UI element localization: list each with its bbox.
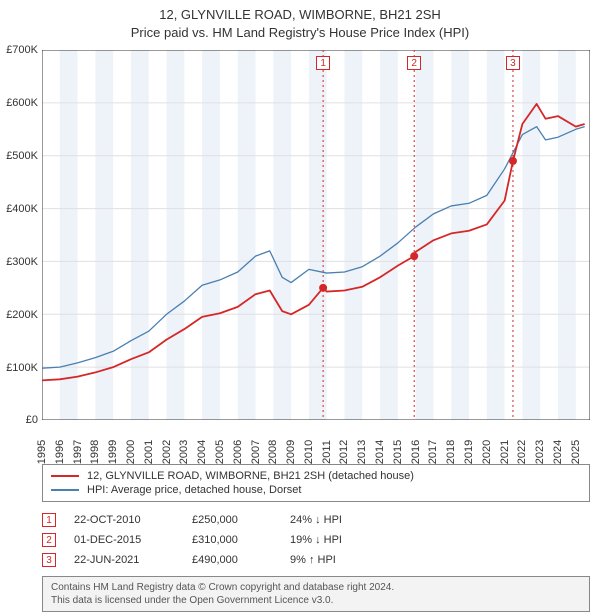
x-tick-label: 2008 bbox=[267, 440, 279, 464]
event-diff: 9% ↑ HPI bbox=[290, 554, 370, 566]
y-tick-label: £700K bbox=[6, 44, 42, 56]
title-line2: Price paid vs. HM Land Registry's House … bbox=[0, 24, 600, 42]
x-tick-label: 2000 bbox=[125, 440, 137, 464]
y-tick-label: £300K bbox=[6, 256, 42, 268]
event-price: £250,000 bbox=[192, 514, 272, 526]
event-marker-1: 1 bbox=[316, 56, 330, 70]
title-line1: 12, GLYNVILLE ROAD, WIMBORNE, BH21 2SH bbox=[0, 6, 600, 24]
x-tick-label: 2010 bbox=[303, 440, 315, 464]
legend: 12, GLYNVILLE ROAD, WIMBORNE, BH21 2SH (… bbox=[42, 464, 590, 502]
event-row: 1 22-OCT-2010 £250,000 24% ↓ HPI bbox=[42, 510, 590, 530]
event-row: 2 01-DEC-2015 £310,000 19% ↓ HPI bbox=[42, 530, 590, 550]
x-tick-label: 1996 bbox=[54, 440, 66, 464]
legend-swatch bbox=[51, 489, 79, 491]
line-chart bbox=[42, 50, 590, 420]
event-marker: 2 bbox=[42, 533, 56, 547]
event-price: £490,000 bbox=[192, 554, 272, 566]
legend-item: 12, GLYNVILLE ROAD, WIMBORNE, BH21 2SH (… bbox=[51, 469, 581, 483]
x-tick-label: 2014 bbox=[374, 440, 386, 464]
x-axis-labels: 1995199619971998199920002001200220032004… bbox=[42, 420, 590, 458]
event-row: 3 22-JUN-2021 £490,000 9% ↑ HPI bbox=[42, 550, 590, 570]
event-date: 22-OCT-2010 bbox=[74, 514, 174, 526]
chart-area: £0£100K£200K£300K£400K£500K£600K£700K123 bbox=[42, 50, 590, 420]
x-tick-label: 2024 bbox=[552, 440, 564, 464]
event-diff: 19% ↓ HPI bbox=[290, 534, 370, 546]
footer-line2: This data is licensed under the Open Gov… bbox=[51, 594, 581, 607]
y-tick-label: £0 bbox=[26, 414, 42, 426]
footer-attribution: Contains HM Land Registry data © Crown c… bbox=[42, 576, 590, 612]
event-diff: 24% ↓ HPI bbox=[290, 514, 370, 526]
y-tick-label: £400K bbox=[6, 203, 42, 215]
event-marker: 1 bbox=[42, 513, 56, 527]
y-tick-label: £600K bbox=[6, 97, 42, 109]
x-tick-label: 2005 bbox=[214, 440, 226, 464]
x-tick-label: 2017 bbox=[427, 440, 439, 464]
footer-line1: Contains HM Land Registry data © Crown c… bbox=[51, 581, 581, 594]
chart-title: 12, GLYNVILLE ROAD, WIMBORNE, BH21 2SH P… bbox=[0, 0, 600, 42]
y-tick-label: £100K bbox=[6, 362, 42, 374]
event-price: £310,000 bbox=[192, 534, 272, 546]
x-tick-label: 2015 bbox=[392, 440, 404, 464]
x-tick-label: 2020 bbox=[481, 440, 493, 464]
x-tick-label: 2016 bbox=[410, 440, 422, 464]
x-tick-label: 2007 bbox=[250, 440, 262, 464]
legend-swatch bbox=[51, 475, 79, 477]
x-tick-label: 2006 bbox=[232, 440, 244, 464]
y-tick-label: £200K bbox=[6, 309, 42, 321]
x-tick-label: 2019 bbox=[463, 440, 475, 464]
y-tick-label: £500K bbox=[6, 150, 42, 162]
x-tick-label: 2018 bbox=[445, 440, 457, 464]
event-marker-2: 2 bbox=[407, 56, 421, 70]
x-tick-label: 2004 bbox=[196, 440, 208, 464]
x-tick-label: 2011 bbox=[321, 441, 333, 465]
event-marker-3: 3 bbox=[506, 56, 520, 70]
legend-label: 12, GLYNVILLE ROAD, WIMBORNE, BH21 2SH (… bbox=[87, 470, 414, 482]
legend-label: HPI: Average price, detached house, Dors… bbox=[87, 484, 301, 496]
event-date: 01-DEC-2015 bbox=[74, 534, 174, 546]
x-tick-label: 2023 bbox=[534, 440, 546, 464]
x-tick-label: 1995 bbox=[36, 440, 48, 464]
x-tick-label: 2022 bbox=[516, 440, 528, 464]
x-tick-label: 1999 bbox=[107, 440, 119, 464]
x-tick-label: 2009 bbox=[285, 440, 297, 464]
x-tick-label: 2003 bbox=[178, 440, 190, 464]
legend-item: HPI: Average price, detached house, Dors… bbox=[51, 483, 581, 497]
x-tick-label: 2013 bbox=[356, 440, 368, 464]
x-tick-label: 1998 bbox=[89, 440, 101, 464]
sale-events: 1 22-OCT-2010 £250,000 24% ↓ HPI 2 01-DEC-201… bbox=[42, 510, 590, 570]
event-marker: 3 bbox=[42, 553, 56, 567]
x-tick-label: 2021 bbox=[499, 440, 511, 464]
event-date: 22-JUN-2021 bbox=[74, 554, 174, 566]
page: 12, GLYNVILLE ROAD, WIMBORNE, BH21 2SH P… bbox=[0, 0, 600, 590]
x-tick-label: 2002 bbox=[161, 440, 173, 464]
x-tick-label: 1997 bbox=[72, 440, 84, 464]
x-tick-label: 2001 bbox=[143, 440, 155, 464]
x-tick-label: 2012 bbox=[338, 440, 350, 464]
x-tick-label: 2025 bbox=[570, 440, 582, 464]
